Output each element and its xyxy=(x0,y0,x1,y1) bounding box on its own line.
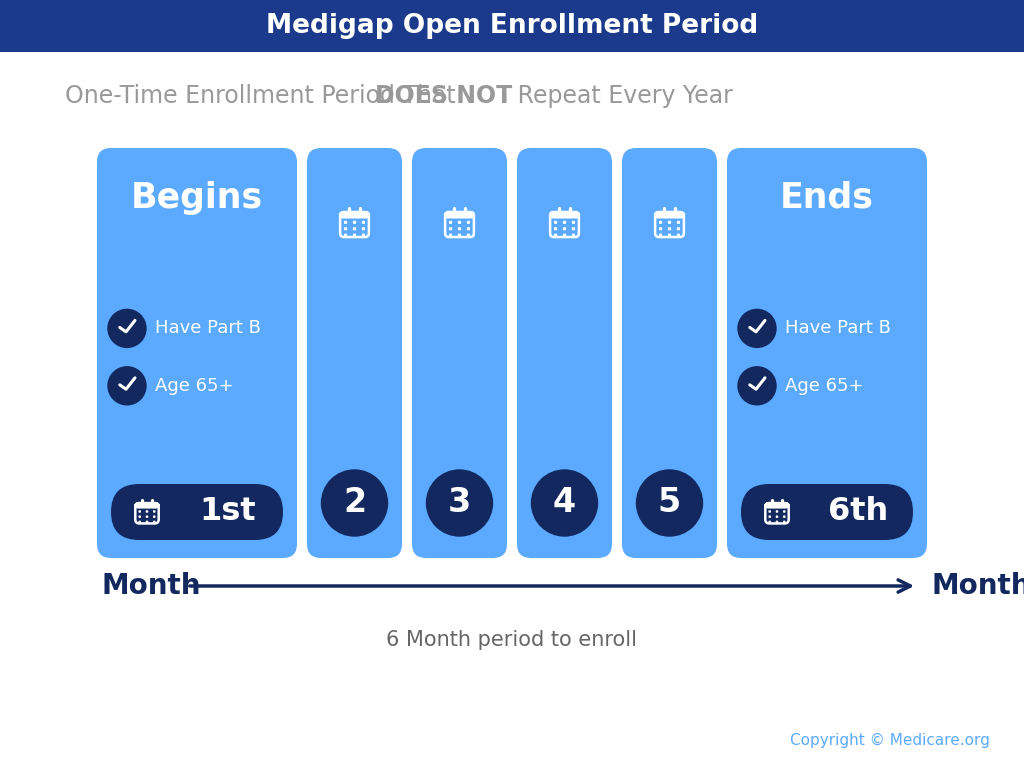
FancyBboxPatch shape xyxy=(445,212,474,217)
Circle shape xyxy=(637,470,702,536)
FancyBboxPatch shape xyxy=(655,212,684,217)
FancyBboxPatch shape xyxy=(153,510,156,513)
FancyBboxPatch shape xyxy=(571,227,575,230)
Text: DOES NOT: DOES NOT xyxy=(375,84,512,108)
FancyBboxPatch shape xyxy=(776,515,778,518)
Text: Month: Month xyxy=(932,572,1024,600)
FancyBboxPatch shape xyxy=(768,521,771,523)
FancyBboxPatch shape xyxy=(307,148,402,558)
FancyBboxPatch shape xyxy=(563,233,566,237)
Circle shape xyxy=(738,367,776,405)
FancyBboxPatch shape xyxy=(449,233,453,237)
FancyBboxPatch shape xyxy=(677,220,680,224)
FancyBboxPatch shape xyxy=(458,233,461,237)
FancyBboxPatch shape xyxy=(783,510,785,513)
Text: Age 65+: Age 65+ xyxy=(785,377,863,395)
FancyBboxPatch shape xyxy=(111,484,283,540)
Text: Repeat Every Year: Repeat Every Year xyxy=(510,84,733,108)
FancyBboxPatch shape xyxy=(344,227,347,230)
Text: Month: Month xyxy=(102,572,202,600)
Circle shape xyxy=(108,310,146,347)
FancyBboxPatch shape xyxy=(145,515,148,518)
FancyBboxPatch shape xyxy=(668,233,671,237)
Text: 1st: 1st xyxy=(200,496,256,528)
FancyBboxPatch shape xyxy=(668,227,671,230)
Circle shape xyxy=(427,470,493,536)
FancyBboxPatch shape xyxy=(449,227,453,230)
FancyBboxPatch shape xyxy=(138,510,141,513)
FancyBboxPatch shape xyxy=(361,220,366,224)
FancyBboxPatch shape xyxy=(677,233,680,237)
FancyBboxPatch shape xyxy=(353,227,356,230)
FancyBboxPatch shape xyxy=(571,220,575,224)
Text: 6th: 6th xyxy=(827,496,888,528)
Circle shape xyxy=(531,470,597,536)
Circle shape xyxy=(108,367,146,405)
FancyBboxPatch shape xyxy=(776,521,778,523)
FancyBboxPatch shape xyxy=(340,212,369,217)
FancyBboxPatch shape xyxy=(145,510,148,513)
Text: One-Time Enrollment Period That: One-Time Enrollment Period That xyxy=(65,84,463,108)
Text: 6 Month period to enroll: 6 Month period to enroll xyxy=(386,630,638,650)
FancyBboxPatch shape xyxy=(353,220,356,224)
Text: Begins: Begins xyxy=(131,181,263,215)
FancyBboxPatch shape xyxy=(467,233,470,237)
Circle shape xyxy=(322,470,387,536)
Text: 4: 4 xyxy=(553,486,577,519)
FancyBboxPatch shape xyxy=(467,220,470,224)
FancyBboxPatch shape xyxy=(783,515,785,518)
FancyBboxPatch shape xyxy=(765,503,788,508)
Circle shape xyxy=(738,310,776,347)
FancyBboxPatch shape xyxy=(622,148,717,558)
FancyBboxPatch shape xyxy=(727,148,927,558)
FancyBboxPatch shape xyxy=(361,227,366,230)
FancyBboxPatch shape xyxy=(97,148,297,558)
FancyBboxPatch shape xyxy=(563,227,566,230)
FancyBboxPatch shape xyxy=(776,510,778,513)
FancyBboxPatch shape xyxy=(467,227,470,230)
FancyBboxPatch shape xyxy=(145,521,148,523)
FancyBboxPatch shape xyxy=(344,233,347,237)
FancyBboxPatch shape xyxy=(658,220,663,224)
FancyBboxPatch shape xyxy=(138,521,141,523)
FancyBboxPatch shape xyxy=(517,148,612,558)
Text: 3: 3 xyxy=(447,486,471,519)
FancyBboxPatch shape xyxy=(783,521,785,523)
FancyBboxPatch shape xyxy=(412,148,507,558)
FancyBboxPatch shape xyxy=(658,233,663,237)
FancyBboxPatch shape xyxy=(153,515,156,518)
FancyBboxPatch shape xyxy=(344,220,347,224)
Text: 5: 5 xyxy=(657,486,681,519)
FancyBboxPatch shape xyxy=(153,521,156,523)
FancyBboxPatch shape xyxy=(677,227,680,230)
FancyBboxPatch shape xyxy=(571,233,575,237)
FancyBboxPatch shape xyxy=(353,233,356,237)
FancyBboxPatch shape xyxy=(768,510,771,513)
Text: Medigap Open Enrollment Period: Medigap Open Enrollment Period xyxy=(266,13,758,39)
FancyBboxPatch shape xyxy=(658,227,663,230)
FancyBboxPatch shape xyxy=(458,220,461,224)
Text: Ends: Ends xyxy=(780,181,873,215)
Text: Age 65+: Age 65+ xyxy=(155,377,233,395)
FancyBboxPatch shape xyxy=(550,212,579,217)
FancyBboxPatch shape xyxy=(554,233,557,237)
FancyBboxPatch shape xyxy=(135,503,159,508)
FancyBboxPatch shape xyxy=(741,484,913,540)
Text: Have Part B: Have Part B xyxy=(785,319,891,337)
FancyBboxPatch shape xyxy=(361,233,366,237)
FancyBboxPatch shape xyxy=(768,515,771,518)
FancyBboxPatch shape xyxy=(563,220,566,224)
FancyBboxPatch shape xyxy=(138,515,141,518)
Text: Copyright © Medicare.org: Copyright © Medicare.org xyxy=(791,733,990,747)
FancyBboxPatch shape xyxy=(449,220,453,224)
FancyBboxPatch shape xyxy=(554,227,557,230)
Text: Have Part B: Have Part B xyxy=(155,319,261,337)
Text: 2: 2 xyxy=(343,486,366,519)
FancyBboxPatch shape xyxy=(668,220,671,224)
FancyBboxPatch shape xyxy=(554,220,557,224)
FancyBboxPatch shape xyxy=(0,0,1024,52)
FancyBboxPatch shape xyxy=(458,227,461,230)
